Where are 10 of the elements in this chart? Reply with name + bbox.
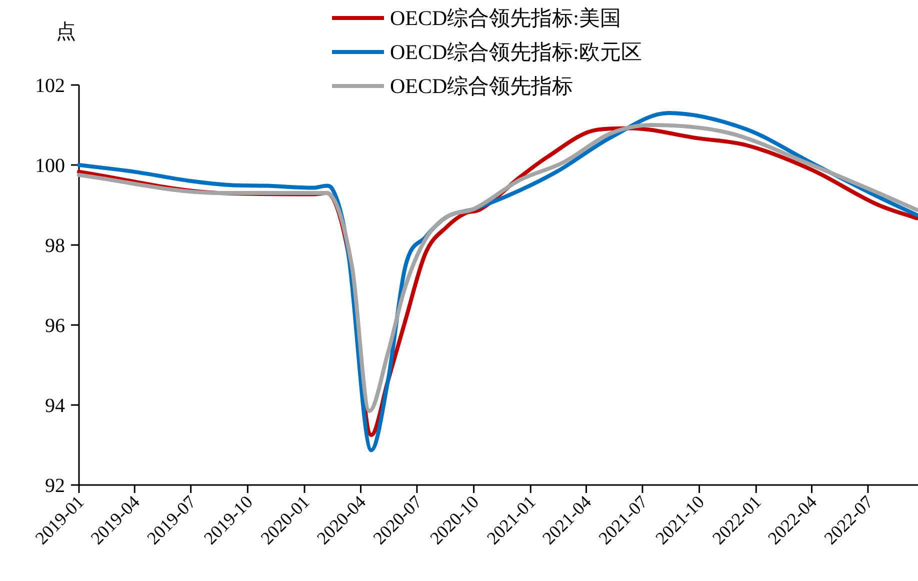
legend-label: OECD综合领先指标:欧元区 — [390, 40, 642, 64]
y-tick-label: 92 — [45, 475, 65, 497]
legend-label: OECD综合领先指标:美国 — [390, 6, 621, 30]
y-axis-title: 点 — [56, 21, 76, 43]
y-tick-label: 94 — [45, 395, 65, 417]
legend-label: OECD综合领先指标 — [390, 74, 574, 98]
y-tick-label: 96 — [45, 315, 65, 337]
y-tick-label: 100 — [35, 155, 65, 177]
y-tick-label: 102 — [35, 75, 65, 97]
y-tick-label: 98 — [45, 235, 65, 257]
